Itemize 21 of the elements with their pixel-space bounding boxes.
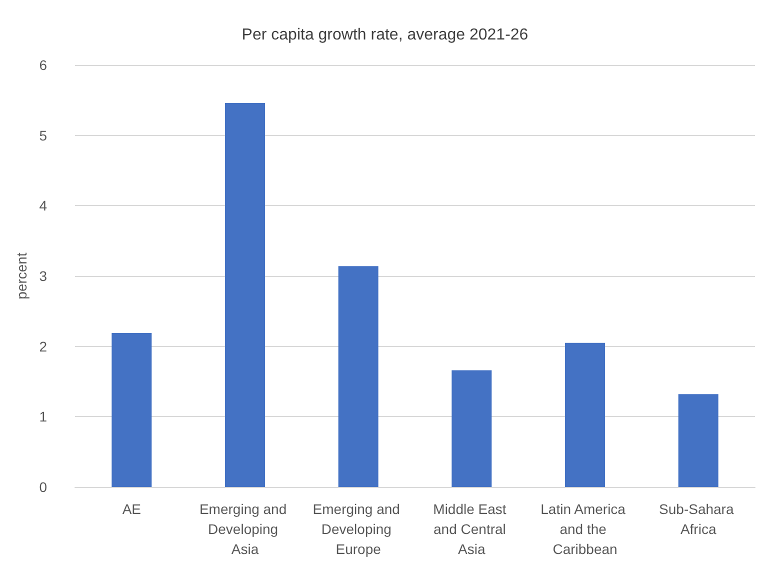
bar bbox=[225, 102, 265, 487]
y-tick-label: 2 bbox=[39, 338, 48, 354]
chart-title: Per capita growth rate, average 2021-26 bbox=[242, 26, 528, 44]
y-tick-label: 5 bbox=[39, 127, 48, 144]
bar bbox=[112, 332, 152, 487]
bar bbox=[565, 342, 605, 487]
x-tick-label: Sub-Sahara Africa bbox=[659, 501, 738, 537]
x-tick-label: AE bbox=[122, 501, 142, 517]
bar bbox=[338, 266, 378, 487]
bar bbox=[678, 394, 718, 487]
y-tick-label: 4 bbox=[39, 198, 48, 214]
x-tick-label: Latin America and the Caribbean bbox=[540, 501, 630, 557]
y-tick-label: 6 bbox=[39, 57, 48, 73]
x-tick-label: Emerging and Developing Asia bbox=[199, 501, 291, 557]
y-axis-title: percent bbox=[13, 252, 30, 300]
y-tick-label: 0 bbox=[39, 479, 48, 495]
y-tick-label: 3 bbox=[39, 268, 48, 284]
x-tick-label: Middle East and Central Asia bbox=[433, 501, 510, 557]
bar bbox=[452, 370, 492, 487]
y-tick-label: 1 bbox=[39, 408, 48, 425]
x-tick-label: Emerging and Developing Europe bbox=[312, 501, 404, 557]
